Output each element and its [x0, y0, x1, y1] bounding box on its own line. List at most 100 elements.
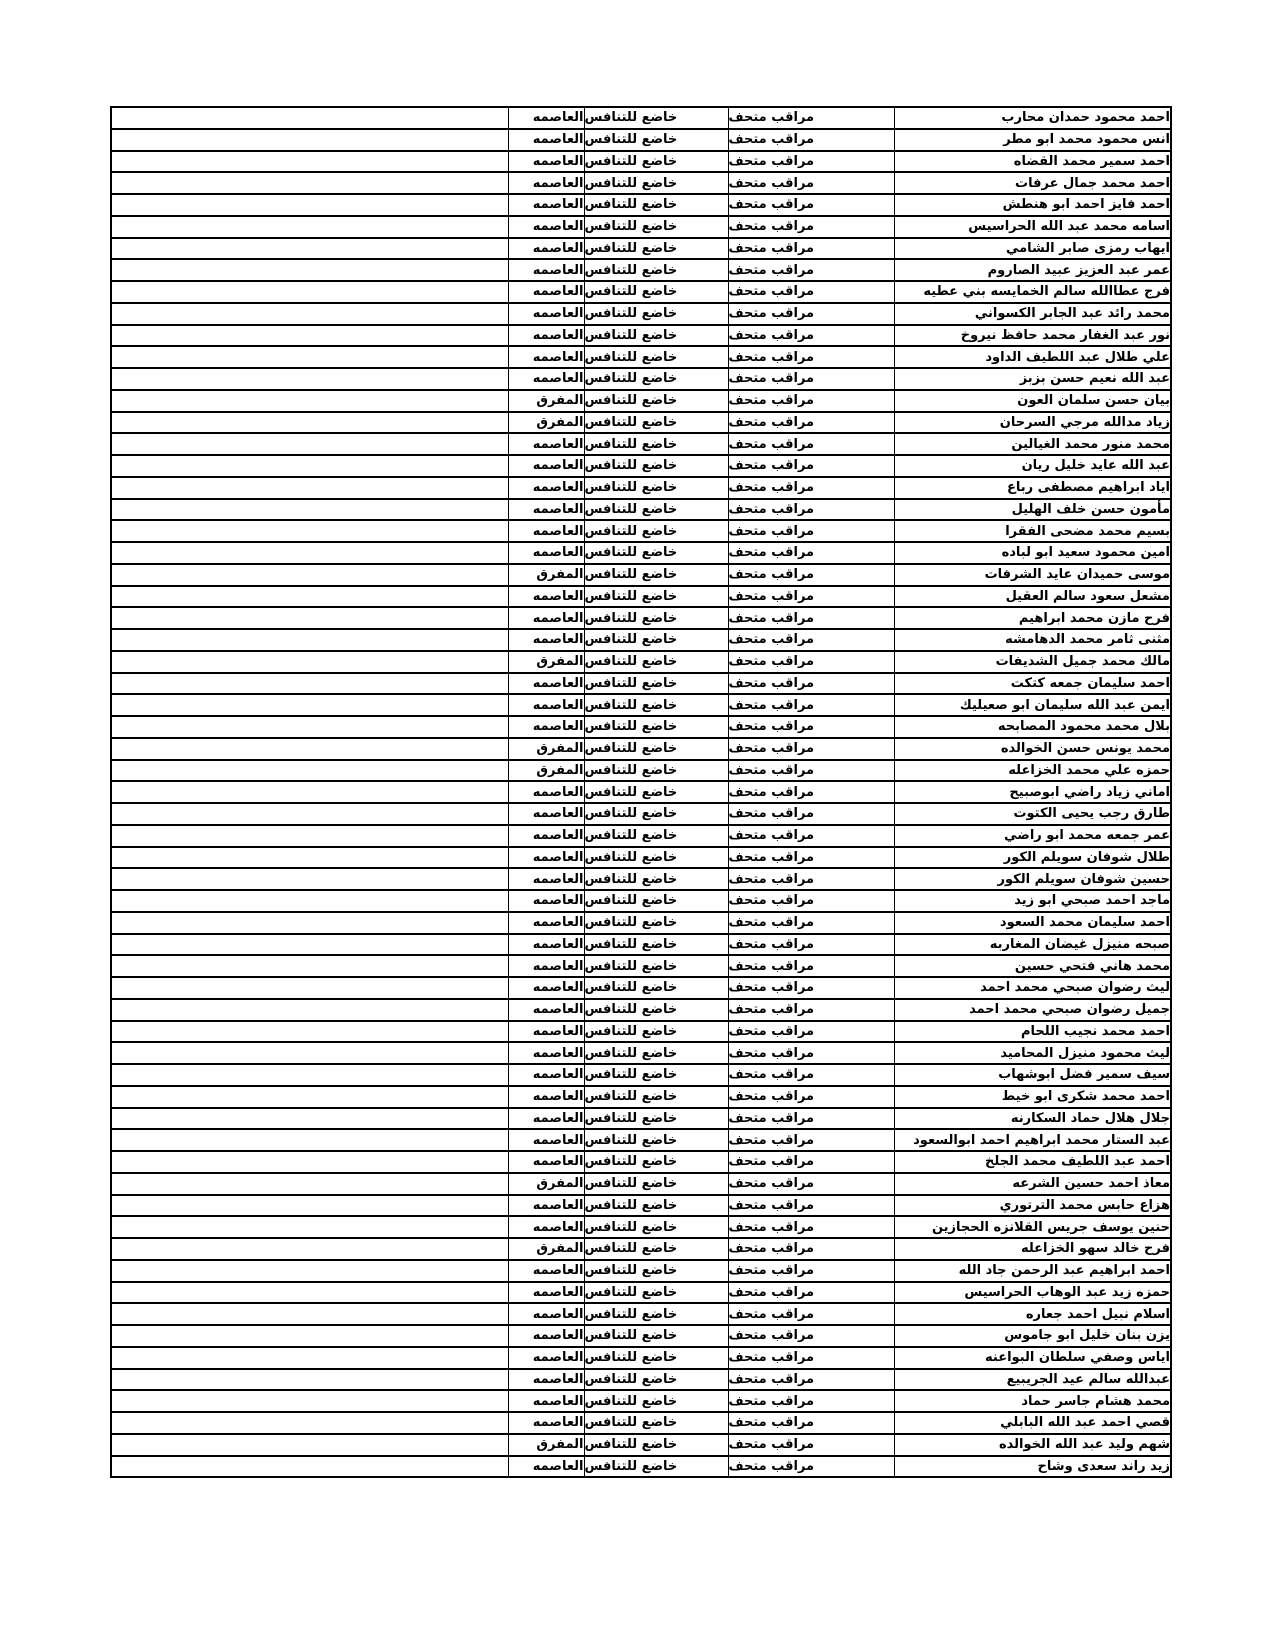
name-cell: احمد عبد اللطيف محمد الجلخ: [893, 1150, 1172, 1174]
region-cell: العاصمه: [507, 976, 585, 1000]
status-cell: خاضع للتنافس: [583, 606, 729, 630]
name-cell: موسى حميدان عايد الشرفات: [893, 562, 1172, 587]
job-cell: مراقب متحف: [727, 758, 895, 783]
empty-cell: [110, 1193, 509, 1218]
empty-cell: [110, 1389, 509, 1413]
table-row: العاصمه خاضع للتنافس مراقب متحف عبد الله عا…: [110, 454, 1172, 478]
empty-cell: [110, 976, 509, 1000]
name-cell: ليث رضوان صبحي محمد احمد: [893, 976, 1172, 1000]
table-row: العاصمه خاضع للتنافس مراقب متحف ليث رضوان ص…: [110, 976, 1172, 1000]
status-cell: خاضع للتنافس: [583, 475, 729, 500]
name-cell: ايمن عبد الله سليمان ابو صعيليك: [893, 693, 1172, 717]
status-cell: خاضع للتنافس: [583, 954, 729, 978]
empty-cell: [110, 541, 509, 565]
table-row: العاصمه خاضع للتنافس مراقب متحف احمد ابراهي…: [110, 1258, 1172, 1283]
name-cell: حسين شوفان سويلم الكور: [893, 867, 1172, 891]
job-cell: مراقب متحف: [727, 1150, 895, 1174]
region-cell: العاصمه: [507, 1063, 585, 1087]
status-cell: خاضع للتنافس: [583, 671, 729, 696]
status-cell: خاضع للتنافس: [583, 802, 729, 826]
job-cell: مراقب متحف: [727, 997, 895, 1022]
name-cell: عبد الله نعيم حسن بزبز: [893, 367, 1172, 391]
name-cell: محمد هشام جاسر حماد: [893, 1389, 1172, 1413]
job-cell: مراقب متحف: [727, 845, 895, 870]
status-cell: خاضع للتنافس: [583, 541, 729, 565]
empty-cell: [110, 1150, 509, 1174]
status-cell: خاضع للتنافس: [583, 388, 729, 413]
job-cell: مراقب متحف: [727, 106, 895, 130]
region-cell: العاصمه: [507, 1128, 585, 1152]
roster-table: العاصمه خاضع للتنافس مراقب متحف احمد محمود …: [110, 106, 1172, 1479]
region-cell: العاصمه: [507, 1324, 585, 1348]
empty-cell: [110, 106, 509, 130]
region-cell: العاصمه: [507, 519, 585, 543]
name-cell: طلال شوفان سويلم الكور: [893, 845, 1172, 870]
name-cell: هزاع حابس محمد الترتوري: [893, 1193, 1172, 1218]
region-cell: العاصمه: [507, 258, 585, 282]
job-cell: مراقب متحف: [727, 149, 895, 174]
empty-cell: [110, 1454, 509, 1479]
name-cell: مشعل سعود سالم العقيل: [893, 584, 1172, 609]
status-cell: خاضع للتنافس: [583, 932, 729, 957]
job-cell: مراقب متحف: [727, 780, 895, 804]
table-row: العاصمه خاضع للتنافس مراقب متحف سيف سمير فض…: [110, 1063, 1172, 1087]
region-cell: العاصمه: [507, 584, 585, 609]
region-cell: المفرق: [507, 388, 585, 413]
job-cell: مراقب متحف: [727, 127, 895, 152]
table-row: المفرق خاضع للتنافس مراقب متحف موسى حميدان …: [110, 562, 1172, 587]
empty-cell: [110, 802, 509, 826]
region-cell: المفرق: [507, 410, 585, 435]
job-cell: مراقب متحف: [727, 388, 895, 413]
job-cell: مراقب متحف: [727, 1258, 895, 1283]
roster-table-body: العاصمه خاضع للتنافس مراقب متحف احمد محمود …: [110, 106, 1172, 1479]
region-cell: العاصمه: [507, 149, 585, 174]
job-cell: مراقب متحف: [727, 214, 895, 239]
region-cell: المفرق: [507, 562, 585, 587]
table-row: العاصمه خاضع للتنافس مراقب متحف مثنى ثامر م…: [110, 628, 1172, 652]
status-cell: خاضع للتنافس: [583, 1280, 729, 1305]
status-cell: خاضع للتنافس: [583, 823, 729, 848]
empty-cell: [110, 127, 509, 152]
status-cell: خاضع للتنافس: [583, 301, 729, 326]
empty-cell: [110, 475, 509, 500]
name-cell: يزن بنان خليل ابو جاموس: [893, 1324, 1172, 1348]
job-cell: مراقب متحف: [727, 1389, 895, 1413]
job-cell: مراقب متحف: [727, 345, 895, 369]
region-cell: المفرق: [507, 758, 585, 783]
status-cell: خاضع للتنافس: [583, 497, 729, 522]
empty-cell: [110, 323, 509, 348]
status-cell: خاضع للتنافس: [583, 584, 729, 609]
name-cell: مالك محمد جميل الشديفات: [893, 649, 1172, 674]
region-cell: العاصمه: [507, 693, 585, 717]
region-cell: العاصمه: [507, 367, 585, 391]
name-cell: سيف سمير فضل ابوشهاب: [893, 1063, 1172, 1087]
table-row: العاصمه خاضع للتنافس مراقب متحف عبد الله نع…: [110, 367, 1172, 391]
region-cell: العاصمه: [507, 1019, 585, 1044]
table-row: العاصمه خاضع للتنافس مراقب متحف احمد محمد ج…: [110, 171, 1172, 195]
empty-cell: [110, 1280, 509, 1305]
region-cell: العاصمه: [507, 606, 585, 630]
empty-cell: [110, 410, 509, 435]
empty-cell: [110, 1019, 509, 1044]
name-cell: احمد سليمان محمد السعود: [893, 910, 1172, 935]
name-cell: امين محمود سعيد ابو لباده: [893, 541, 1172, 565]
table-row: العاصمه خاضع للتنافس مراقب متحف محمد هشام ج…: [110, 1389, 1172, 1413]
table-row: العاصمه خاضع للتنافس مراقب متحف اسامه محمد …: [110, 214, 1172, 239]
region-cell: العاصمه: [507, 301, 585, 326]
status-cell: خاضع للتنافس: [583, 889, 729, 913]
status-cell: خاضع للتنافس: [583, 1389, 729, 1413]
region-cell: العاصمه: [507, 1411, 585, 1435]
status-cell: خاضع للتنافس: [583, 345, 729, 369]
empty-cell: [110, 301, 509, 326]
table-row: العاصمه خاضع للتنافس مراقب متحف جميل رضوان …: [110, 997, 1172, 1022]
job-cell: مراقب متحف: [727, 323, 895, 348]
table-row: المفرق خاضع للتنافس مراقب متحف بيان حسن سلم…: [110, 388, 1172, 413]
region-cell: العاصمه: [507, 1041, 585, 1065]
table-row: العاصمه خاضع للتنافس مراقب متحف هزاع حابس م…: [110, 1193, 1172, 1218]
region-cell: العاصمه: [507, 867, 585, 891]
table-row: المفرق خاضع للتنافس مراقب متحف محمد يونس حس…: [110, 736, 1172, 761]
region-cell: العاصمه: [507, 497, 585, 522]
empty-cell: [110, 214, 509, 239]
empty-cell: [110, 149, 509, 174]
empty-cell: [110, 954, 509, 978]
